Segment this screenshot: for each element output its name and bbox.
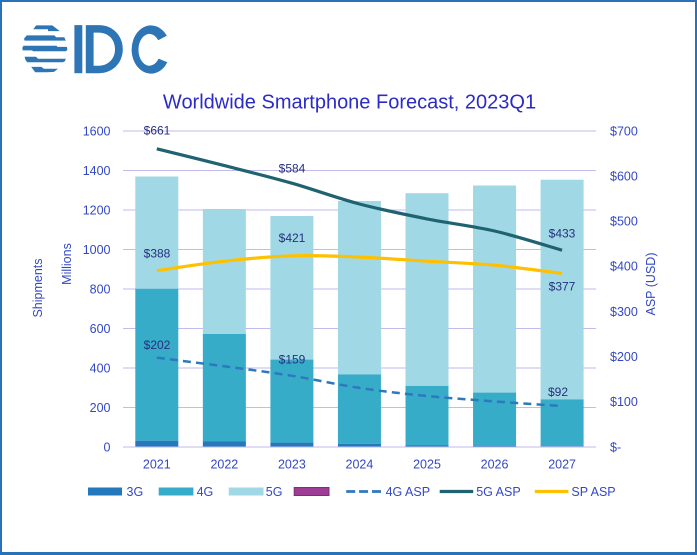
svg-text:5G: 5G	[266, 485, 283, 499]
svg-text:$100: $100	[610, 395, 638, 409]
svg-text:$300: $300	[610, 305, 638, 319]
svg-text:4G: 4G	[197, 485, 214, 499]
svg-text:2022: 2022	[210, 457, 238, 471]
svg-text:2026: 2026	[481, 457, 509, 471]
svg-text:2024: 2024	[346, 457, 374, 471]
svg-text:ASP (USD): ASP (USD)	[644, 253, 658, 316]
svg-text:$377: $377	[549, 280, 576, 294]
svg-text:$433: $433	[549, 227, 576, 241]
svg-text:2027: 2027	[548, 457, 576, 471]
svg-text:$500: $500	[610, 215, 638, 229]
svg-text:3G: 3G	[127, 485, 144, 499]
svg-text:0: 0	[104, 440, 111, 454]
svg-text:4G ASP: 4G ASP	[386, 485, 430, 499]
svg-text:2021: 2021	[143, 457, 171, 471]
svg-text:1400: 1400	[83, 164, 111, 178]
svg-text:$92: $92	[548, 385, 568, 399]
svg-text:5G ASP: 5G ASP	[476, 485, 520, 499]
svg-text:600: 600	[90, 322, 111, 336]
svg-text:2023: 2023	[278, 457, 306, 471]
svg-text:1000: 1000	[83, 243, 111, 257]
svg-text:Worldwide Smartphone Forecast,: Worldwide Smartphone Forecast, 2023Q1	[163, 92, 536, 114]
svg-text:$400: $400	[610, 260, 638, 274]
svg-text:$388: $388	[144, 247, 171, 261]
svg-text:$700: $700	[610, 124, 638, 138]
svg-text:$661: $661	[144, 124, 171, 138]
svg-text:$159: $159	[279, 353, 306, 367]
svg-text:$421: $421	[279, 231, 306, 245]
svg-text:$584: $584	[279, 162, 306, 176]
svg-text:1600: 1600	[83, 124, 111, 138]
svg-text:$-: $-	[610, 440, 621, 454]
svg-text:Millions: Millions	[60, 243, 74, 285]
svg-text:400: 400	[90, 361, 111, 375]
svg-text:Shipments: Shipments	[31, 258, 45, 317]
svg-text:1200: 1200	[83, 203, 111, 217]
svg-text:200: 200	[90, 401, 111, 415]
svg-text:800: 800	[90, 282, 111, 296]
svg-text:SP ASP: SP ASP	[571, 485, 615, 499]
svg-text:$200: $200	[610, 350, 638, 364]
svg-text:2025: 2025	[413, 457, 441, 471]
svg-text:$202: $202	[144, 338, 171, 352]
svg-text:$600: $600	[610, 169, 638, 183]
